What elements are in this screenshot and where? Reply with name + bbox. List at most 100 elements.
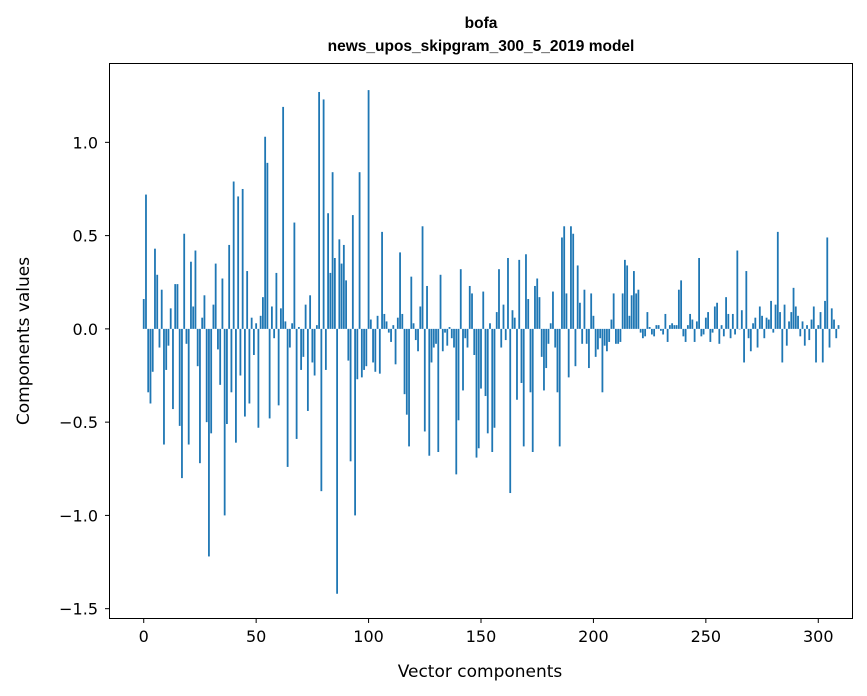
bar-251 [707,312,709,329]
bar-244 [691,319,694,329]
bar-171 [527,299,530,329]
bar-269 [747,328,750,339]
bar-240 [682,328,685,337]
bar-10 [165,328,168,370]
bar-193 [576,265,579,329]
bar-7 [158,328,161,348]
bar-131 [437,328,440,452]
bar-133 [441,328,444,352]
bar-71 [302,328,305,357]
bar-176 [538,297,541,329]
x-tick-label: 250 [691,627,722,646]
bar-275 [761,315,763,329]
bar-21 [190,261,192,329]
bar-273 [756,328,759,348]
bar-245 [693,328,696,342]
bar-15 [176,284,179,329]
bar-28 [205,328,208,423]
bar-145 [468,285,471,329]
bar-147 [473,328,476,355]
bar-115 [401,313,404,329]
bar-180 [547,328,550,344]
bar-157 [495,312,498,329]
bar-290 [794,306,797,329]
bar-163 [509,328,512,494]
bar-294 [803,328,806,346]
bar-272 [754,317,757,329]
bar-221 [639,328,642,333]
bar-214 [624,259,626,329]
bar-304 [826,237,829,329]
bar-164 [511,310,514,329]
bar-207 [608,328,611,342]
bar-35 [221,278,224,329]
x-tick-label: 0 [139,627,149,646]
bar-264 [736,250,739,329]
bar-258 [722,328,725,337]
bar-54 [264,136,267,329]
bar-197 [585,328,588,344]
x-tick-label: 150 [466,627,497,646]
bar-120 [412,323,415,329]
bar-136 [448,327,451,329]
bar-81 [324,328,327,370]
bar-281 [774,304,777,329]
bar-95 [356,328,359,380]
bar-160 [502,304,505,329]
bar-135 [446,328,449,346]
bar-204 [601,328,604,393]
bar-270 [749,328,752,352]
y-axis-ticks: −1.5 −1.0 −0.5 0.0 0.5 1.0 [59,133,110,619]
bar-116 [403,328,406,395]
bar-51 [257,328,260,428]
bar-173 [531,328,534,452]
bar-6 [156,274,159,329]
bar-11 [167,328,170,346]
bar-267 [743,328,745,363]
bar-22 [192,306,195,329]
bar-107 [383,313,386,329]
bar-83 [329,272,332,329]
bar-96 [358,172,361,329]
bar-260 [727,313,730,329]
chart-subtitle: news_upos_skipgram_300_5_2019 model [328,38,635,55]
bar-141 [459,269,462,329]
bar-238 [677,289,680,329]
bar-65 [288,328,291,348]
bar-125 [423,328,426,432]
bar-291 [797,315,799,329]
bar-100 [367,90,370,329]
bar-5 [154,248,156,329]
bar-43 [239,328,242,376]
bar-225 [648,327,651,329]
bar-113 [396,317,399,329]
bar-179 [545,328,548,369]
bar-31 [212,304,215,329]
bar-166 [516,328,518,400]
bar-36 [223,328,226,516]
bar-109 [387,328,390,333]
bar-55 [266,162,269,329]
bar-80 [322,99,325,329]
chart-title: bofa [465,15,498,32]
bar-287 [788,321,790,329]
bar-76 [313,328,316,376]
bar-82 [327,213,329,329]
bar-153 [486,328,489,434]
bar-188 [565,293,568,329]
bar-202 [597,328,599,350]
y-tick-label: 0.5 [73,227,98,246]
bar-99 [365,328,368,367]
bar-56 [268,328,271,419]
bar-288 [790,312,793,329]
bar-289 [792,287,795,329]
bar-177 [540,328,543,357]
bar-137 [450,328,453,339]
bar-206 [606,328,608,352]
bar-181 [549,323,552,329]
bar-57 [270,306,273,329]
bar-13 [172,328,174,410]
bar-262 [731,313,734,329]
bar-148 [475,328,478,458]
